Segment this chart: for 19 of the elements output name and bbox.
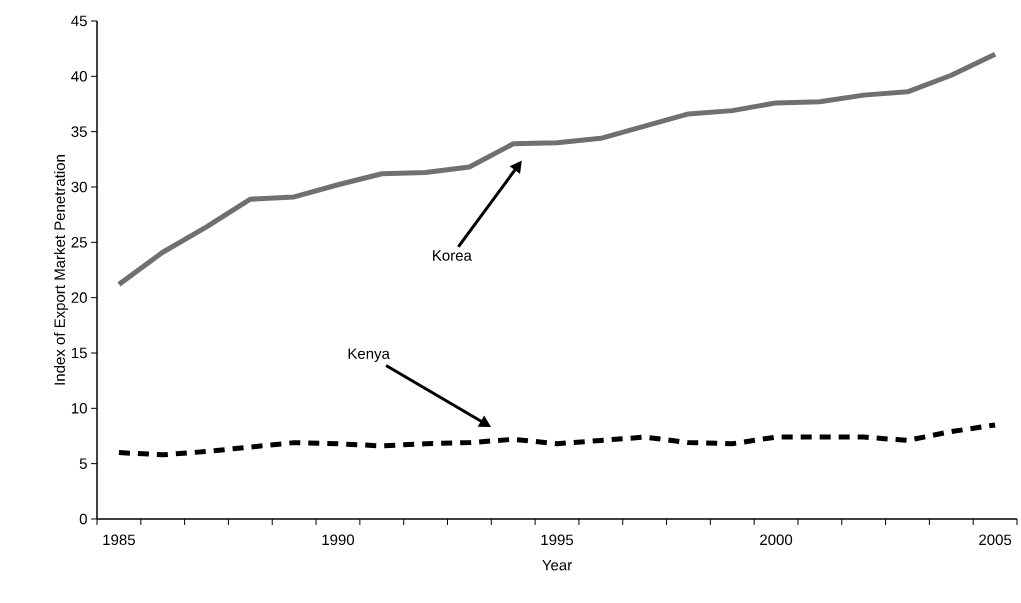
y-tick-label: 15 [71,347,87,359]
x-tick-label: 1985 [103,534,135,546]
y-tick-label: 30 [71,181,87,193]
y-tick-label: 40 [71,71,87,82]
x-tick-label: 2000 [760,534,793,546]
x-tick-label: 1990 [322,534,355,546]
y-tick-label: 10 [71,403,87,414]
annotation: Kenya [348,348,390,362]
x-axis-title: Year [542,559,572,571]
y-tick-label: 0 [79,513,87,525]
y-tick-label: 5 [79,458,87,469]
y-tick-label: 25 [71,237,87,248]
x-tick-label: 2005 [979,534,1012,546]
y-axis-title: Index of Export Market Penetration [53,155,68,385]
y-tick-label: 45 [71,15,87,27]
y-tick-label: 35 [71,126,87,137]
y-tick-label: 20 [71,292,87,303]
annotation: Korea [433,250,472,261]
x-tick-label: 1995 [541,534,574,546]
